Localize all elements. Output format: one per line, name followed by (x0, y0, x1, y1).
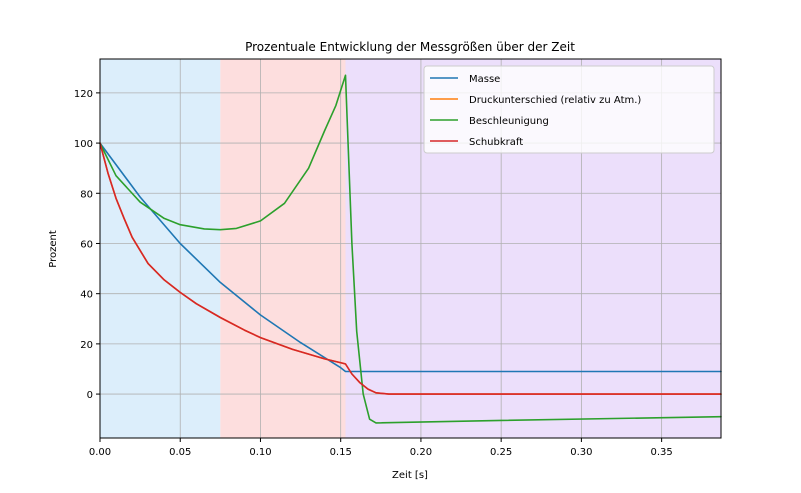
plot-frame (99, 58, 722, 439)
x-tick-label: 0.05 (169, 447, 191, 458)
x-tick-label: 0.30 (570, 447, 592, 458)
legend-label-4: Schubkraft (469, 137, 523, 148)
y-tick-label: 100 (74, 139, 93, 150)
x-tick-label: 0.20 (410, 447, 432, 458)
y-tick-label: 120 (74, 89, 93, 100)
tick-layer: 0.00 0.05 0.10 0.15 0.20 0.25 0.30 0.35 0 20 40 60 8… (74, 89, 673, 458)
y-tick-label: 0 (87, 390, 93, 401)
x-tick-label: 0.15 (330, 447, 352, 458)
y-tick-label: 60 (80, 239, 93, 250)
chart-title: Prozentuale Entwicklung der Messgrößen ü… (245, 40, 575, 54)
y-axis-label: Prozent (48, 230, 59, 268)
x-tick-label: 0.35 (650, 447, 672, 458)
y-tick-label: 80 (80, 189, 93, 200)
y-tick-label: 40 (80, 290, 93, 301)
legend-label-1: Masse (469, 74, 500, 85)
legend: Masse Druckunterschied (relativ zu Atm.) B… (423, 65, 715, 154)
legend-items: Masse Druckunterschied (relativ zu Atm.) B… (430, 74, 641, 148)
x-tick-label: 0.25 (490, 447, 512, 458)
x-tick-label: 0.10 (249, 447, 271, 458)
legend-box (423, 65, 715, 154)
y-tick-label: 20 (80, 340, 93, 351)
legend-label-2: Druckunterschied (relativ zu Atm.) (469, 95, 641, 106)
series-line-3 (99, 74, 722, 424)
phase-band-1 (100, 59, 221, 438)
phase-band-2 (220, 59, 346, 438)
x-tick-label: 0.00 (89, 447, 111, 458)
series-layer (99, 74, 722, 424)
series-line-4 (99, 142, 722, 395)
legend-label-3: Beschleunigung (469, 116, 549, 127)
x-axis-label: Zeit [s] (392, 470, 428, 481)
